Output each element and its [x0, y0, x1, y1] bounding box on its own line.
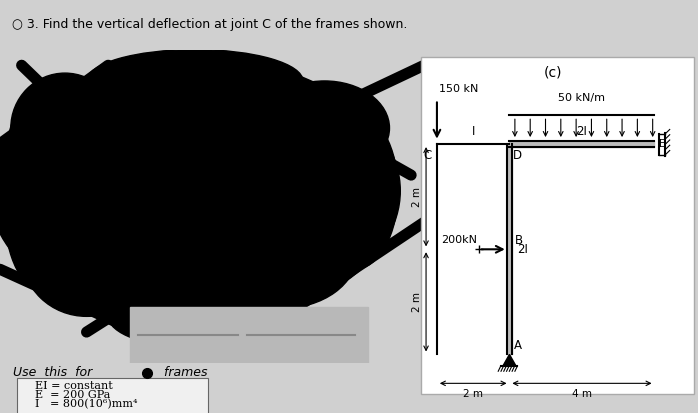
Text: (c): (c): [544, 65, 562, 79]
Text: B: B: [515, 234, 523, 247]
Text: 2I: 2I: [517, 243, 528, 256]
Text: 2 m: 2 m: [412, 187, 422, 207]
Ellipse shape: [87, 50, 303, 112]
Text: 50 kN/m: 50 kN/m: [558, 93, 605, 103]
Bar: [130, 307, 368, 363]
FancyBboxPatch shape: [421, 57, 695, 394]
Text: Use  this  for: Use this for: [13, 366, 92, 379]
Ellipse shape: [311, 112, 398, 269]
Text: 2 m: 2 m: [463, 389, 483, 399]
Text: 4 m: 4 m: [572, 389, 592, 399]
Text: E: E: [659, 139, 665, 149]
Ellipse shape: [108, 285, 281, 348]
Text: frames: frames: [160, 366, 207, 379]
Text: I   = 800(10⁶)mm⁴: I = 800(10⁶)mm⁴: [35, 399, 137, 410]
Ellipse shape: [22, 191, 151, 316]
Ellipse shape: [2, 97, 67, 285]
Text: 150 kN: 150 kN: [439, 84, 478, 94]
Text: 2 m: 2 m: [412, 292, 422, 312]
Text: A: A: [514, 339, 522, 352]
Text: C: C: [423, 150, 431, 162]
Ellipse shape: [260, 81, 389, 175]
Text: 200kN: 200kN: [441, 235, 477, 245]
FancyBboxPatch shape: [17, 377, 208, 413]
Ellipse shape: [205, 199, 357, 309]
Text: 2I: 2I: [577, 125, 588, 138]
Text: E  = 200 GPa: E = 200 GPa: [35, 390, 110, 400]
Polygon shape: [503, 354, 516, 366]
Text: I: I: [472, 125, 475, 138]
Ellipse shape: [11, 73, 119, 183]
Text: ○ 3. Find the vertical deflection at joint C of the frames shown.: ○ 3. Find the vertical deflection at joi…: [13, 18, 408, 31]
Text: EI = constant: EI = constant: [35, 381, 112, 391]
Text: D: D: [513, 150, 522, 162]
Ellipse shape: [0, 57, 401, 324]
